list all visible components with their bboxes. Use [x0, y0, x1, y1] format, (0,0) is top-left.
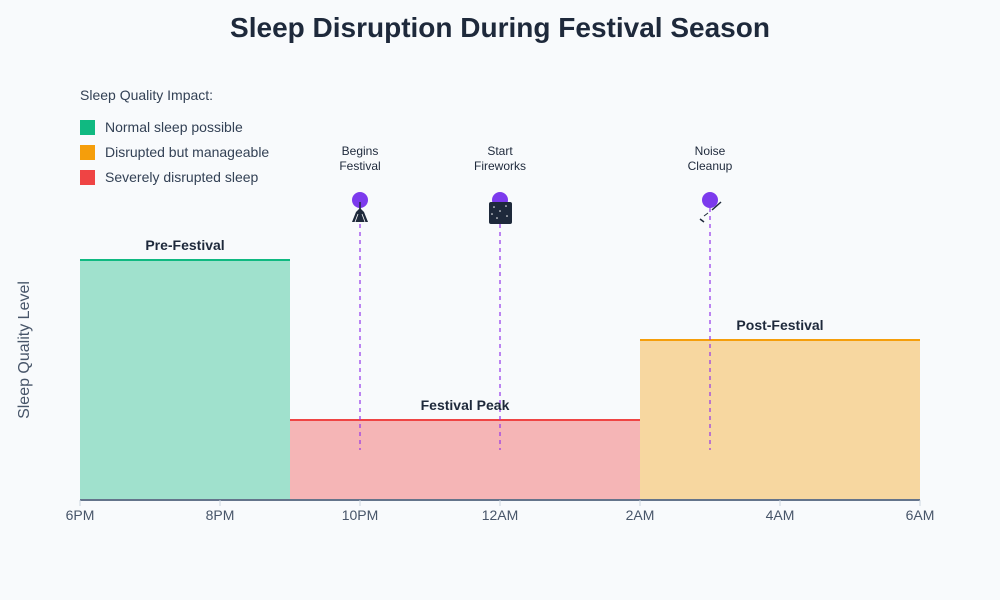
broom-icon — [699, 201, 722, 223]
segment-label-pre-festival: Pre-Festival — [145, 237, 225, 253]
event-label-begins: Begins Festival — [339, 144, 381, 173]
segment-pre-festival — [80, 260, 290, 500]
x-tick-label: 2AM — [625, 507, 655, 523]
temple-icon — [352, 202, 368, 223]
segment-post-festival — [640, 340, 920, 500]
x-tick-label: 8PM — [205, 507, 235, 523]
x-tick-label: 6AM — [905, 507, 935, 523]
legend-item-normal: Normal sleep possible — [80, 119, 243, 135]
event-label-cleanup: Noise Cleanup — [687, 144, 733, 173]
legend-title: Sleep Quality Impact: — [80, 87, 214, 103]
segment-festival-peak — [290, 420, 640, 500]
fireworks-icon — [489, 202, 512, 224]
x-tick-label: 12AM — [481, 507, 519, 523]
event-marker-begins — [352, 192, 368, 208]
segment-label-festival-peak: Festival Peak — [420, 397, 510, 413]
legend-item-severe: Severely disrupted sleep — [80, 169, 258, 185]
legend-swatch-green — [80, 119, 95, 135]
legend-swatch-red — [80, 169, 95, 185]
event-marker-cleanup — [702, 192, 718, 208]
legend-swatch-orange — [80, 144, 95, 160]
x-tick-label: 10PM — [341, 507, 379, 523]
x-tick-label: 4AM — [765, 507, 795, 523]
legend-item-manageable: Disrupted but manageable — [80, 144, 269, 160]
chart-title: Sleep Disruption During Festival Season — [230, 12, 770, 43]
event-label-fireworks: Start Fireworks — [473, 144, 526, 173]
x-tick-label: 6PM — [65, 507, 95, 523]
segment-label-post-festival: Post-Festival — [736, 317, 824, 333]
